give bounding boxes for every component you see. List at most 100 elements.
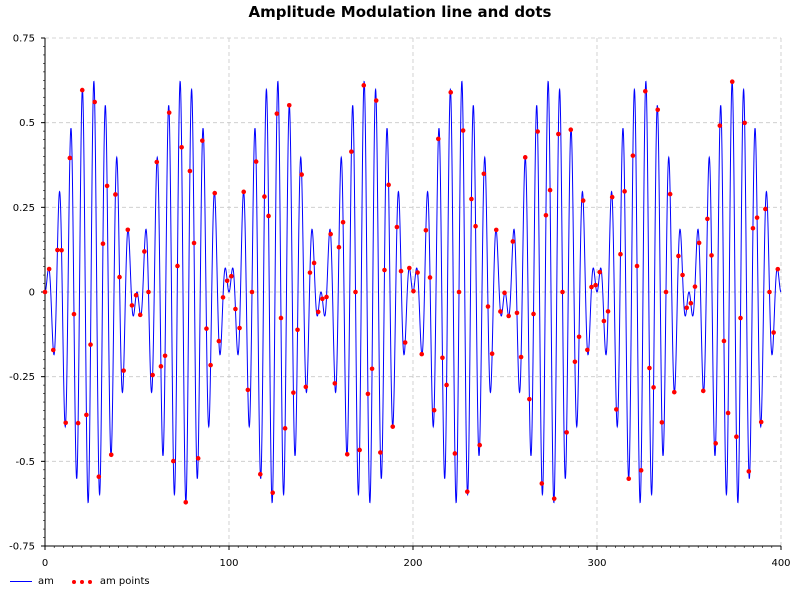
am-point (382, 267, 387, 273)
am-point (527, 396, 532, 402)
am-point (137, 312, 143, 318)
am-point (237, 325, 242, 331)
am-point (121, 368, 126, 373)
am-point (738, 315, 743, 321)
am-point (585, 347, 590, 353)
am-point (241, 189, 247, 195)
am-point (593, 282, 598, 288)
am-point (506, 313, 511, 319)
am-point (257, 471, 263, 477)
am-point (162, 353, 168, 359)
am-point (108, 452, 114, 458)
am-point (423, 228, 429, 233)
am-point (274, 111, 280, 116)
am-point (485, 304, 491, 309)
am-point (767, 289, 772, 295)
am-point (771, 330, 776, 335)
am-point (224, 278, 230, 284)
am-point (125, 227, 131, 233)
am-point (150, 372, 155, 378)
am-point (212, 190, 218, 196)
am-point (299, 172, 304, 177)
y-tick-label: 0.25 (13, 203, 35, 214)
am-point (436, 136, 441, 142)
am-point (676, 253, 681, 259)
am-point (551, 496, 557, 501)
am-point (750, 225, 756, 231)
am-point (71, 311, 77, 317)
am-point (647, 365, 652, 371)
am-point (191, 240, 197, 246)
am-point (667, 191, 673, 197)
am-point (580, 198, 586, 203)
am-point (100, 241, 106, 246)
am-point (245, 387, 251, 393)
am-point (179, 144, 184, 150)
am-point (253, 159, 259, 164)
am-point (725, 410, 731, 416)
am-point (481, 171, 487, 177)
x-tick-label: 0 (42, 558, 48, 569)
am-point (634, 263, 640, 269)
am-point (233, 306, 238, 312)
am-point (605, 309, 611, 314)
am-point (659, 420, 665, 425)
am-point (498, 309, 503, 314)
am-point (614, 407, 619, 412)
am-point (332, 381, 338, 386)
am-point (597, 269, 603, 275)
am-point (415, 270, 420, 275)
am-point (510, 239, 516, 244)
am-point (564, 430, 569, 435)
am-point (79, 87, 85, 93)
am-point (763, 206, 768, 212)
legend-dots-swatch (70, 579, 94, 584)
am-point (643, 89, 648, 94)
y-tick-label: -0.25 (9, 372, 35, 383)
y-tick-label: -0.5 (15, 457, 35, 468)
am-point (680, 272, 685, 278)
am-point (361, 83, 367, 88)
am-point (522, 155, 528, 160)
am-point (320, 296, 325, 302)
x-tick-label: 300 (587, 558, 606, 569)
am-point (746, 469, 752, 474)
am-point (398, 268, 404, 274)
am-point (365, 391, 371, 397)
am-point (133, 292, 139, 298)
series-am-points (42, 79, 781, 505)
tick-labels: -0.75 -0.5 -0.25 0 0.25 0.5 0.75 0 100 200 300 400 (9, 34, 790, 570)
am-point (460, 128, 466, 133)
am-point (88, 342, 93, 347)
am-point (270, 490, 276, 495)
am-point (547, 187, 553, 193)
am-point (514, 310, 520, 316)
am-point (42, 289, 48, 295)
am-point (183, 500, 189, 505)
am-point (55, 247, 60, 253)
am-point (721, 338, 727, 344)
am-point (709, 253, 714, 258)
am-point (378, 450, 383, 455)
am-point (129, 303, 135, 308)
am-point (696, 240, 702, 246)
am-point (113, 192, 118, 197)
am-point (456, 289, 462, 295)
axes (41, 37, 782, 550)
x-tick-label: 200 (403, 558, 422, 569)
legend-item-am: am (10, 576, 54, 587)
x-tick-label: 100 (219, 558, 238, 569)
am-point (742, 120, 747, 126)
am-point (357, 447, 362, 453)
am-point (328, 231, 333, 237)
am-point (717, 123, 723, 128)
y-tick-label: -0.75 (9, 542, 35, 553)
am-point (96, 474, 102, 480)
am-point (543, 212, 549, 218)
am-point (282, 426, 288, 431)
y-tick-label: 0 (29, 288, 35, 299)
am-point (539, 481, 545, 486)
am-point (208, 362, 213, 368)
am-point (171, 458, 176, 464)
am-point (117, 274, 122, 280)
